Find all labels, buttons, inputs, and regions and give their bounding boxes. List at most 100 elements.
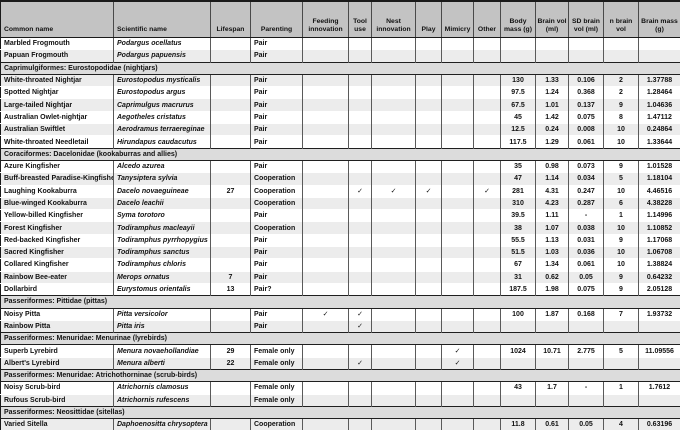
cell-body_mass — [500, 356, 536, 370]
section-row: Caprimulgiformes: Eurostopodidae (nightj… — [0, 61, 680, 75]
cell-sd_brain_vol — [568, 356, 604, 370]
section-label: Passeriformes: Pittidae (pittas) — [0, 295, 680, 309]
cell-mimicry — [441, 319, 474, 333]
cell-feeding — [302, 246, 349, 259]
cell-play — [415, 221, 442, 235]
cell-brain_mass — [638, 49, 680, 63]
cell-common-name: Sacred Kingfisher — [0, 246, 114, 259]
cell-other — [473, 344, 501, 358]
cell-feeding — [302, 73, 349, 87]
cell-tool — [348, 258, 372, 272]
cell-body_mass: 35 — [500, 159, 536, 173]
cell-body_mass: 39.5 — [500, 209, 536, 222]
cell-brain_mass — [638, 36, 680, 50]
cell-common-name: Azure Kingfisher — [0, 159, 114, 173]
cell-brain_mass: 1.17068 — [638, 233, 680, 247]
cell-nest — [371, 418, 416, 430]
cell-nest — [371, 110, 416, 124]
cell-body_mass: 187.5 — [500, 282, 536, 296]
cell-tool — [348, 110, 372, 124]
cell-lifespan — [210, 393, 251, 407]
cell-body_mass: 47 — [500, 172, 536, 186]
cell-common-name: Superb Lyrebird — [0, 344, 114, 358]
cell-body_mass: 51.5 — [500, 246, 536, 259]
cell-body_mass: 67.5 — [500, 98, 536, 112]
cell-body_mass — [500, 49, 536, 63]
cell-sd_brain_vol: - — [568, 381, 604, 395]
cell-brain_vol: 1.42 — [535, 110, 569, 124]
cell-parenting: Female only — [250, 344, 303, 358]
cell-sd_brain_vol: 0.05 — [568, 418, 604, 430]
cell-mimicry — [441, 49, 474, 63]
cell-brain_vol: 1.07 — [535, 221, 569, 235]
cell-nest — [371, 98, 416, 112]
cell-lifespan — [210, 221, 251, 235]
cell-scientific-name: Daphoenositta chrysoptera — [113, 418, 211, 430]
cell-brain_vol: 1.13 — [535, 233, 569, 247]
cell-mimicry — [441, 184, 474, 198]
cell-feeding — [302, 270, 349, 284]
table-row: Superb Lyrebird Menura novaehollandiae 29 F… — [0, 344, 680, 358]
cell-tool-checkmark-icon: ✓ — [348, 319, 372, 333]
table-row: Varied Sitella Daphoenositta chrysoptera C… — [0, 418, 680, 430]
cell-lifespan — [210, 98, 251, 112]
cell-brain_vol: 1.7 — [535, 381, 569, 395]
table-row: Yellow-billed Kingfisher Syma torotoro Pai… — [0, 209, 680, 222]
cell-n_brain_vol — [603, 356, 639, 370]
cell-lifespan: 22 — [210, 356, 251, 370]
cell-tool — [348, 123, 372, 136]
cell-common-name: Laughing Kookaburra — [0, 184, 114, 198]
header-row: Common name Scientific name Lifespan Parent… — [0, 1, 680, 38]
cell-n_brain_vol: 10 — [603, 184, 639, 198]
table-row: Sacred Kingfisher Todiramphus sanctus Pair… — [0, 246, 680, 259]
cell-scientific-name: Pitta versicolor — [113, 307, 211, 321]
cell-nest — [371, 123, 416, 136]
cell-scientific-name: Atrichornis clamosus — [113, 381, 211, 395]
cell-parenting: Pair — [250, 246, 303, 259]
cell-play — [415, 319, 442, 333]
column-header-body_mass: Body mass (g) — [500, 1, 536, 38]
cell-scientific-name: Atrichornis rufescens — [113, 393, 211, 407]
cell-parenting: Female only — [250, 393, 303, 407]
cell-parenting: Pair — [250, 110, 303, 124]
cell-play — [415, 258, 442, 272]
cell-brain_vol: 4.31 — [535, 184, 569, 198]
cell-nest — [371, 393, 416, 407]
cell-lifespan: 7 — [210, 270, 251, 284]
cell-parenting: Pair — [250, 73, 303, 87]
cell-parenting: Cooperation — [250, 172, 303, 186]
cell-common-name: Yellow-billed Kingfisher — [0, 209, 114, 222]
cell-scientific-name: Dacelo leachii — [113, 196, 211, 210]
cell-mimicry — [441, 196, 474, 210]
table-row: Australian Owlet-nightjar Aegotheles cris… — [0, 110, 680, 124]
cell-other — [473, 356, 501, 370]
cell-nest — [371, 381, 416, 395]
cell-body_mass: 130 — [500, 73, 536, 87]
cell-feeding — [302, 233, 349, 247]
cell-parenting: Pair — [250, 36, 303, 50]
cell-common-name: Red-backed Kingfisher — [0, 233, 114, 247]
section-label: Passeriformes: Neosittidae (sitellas) — [0, 405, 680, 420]
cell-lifespan — [210, 73, 251, 87]
cell-scientific-name: Aerodramus terraereginae — [113, 123, 211, 136]
cell-brain_vol: 10.71 — [535, 344, 569, 358]
table-row: Collared Kingfisher Todiramphus chloris Pa… — [0, 258, 680, 272]
cell-brain_mass — [638, 319, 680, 333]
cell-n_brain_vol: 10 — [603, 258, 639, 272]
cell-lifespan — [210, 307, 251, 321]
cell-parenting: Pair — [250, 159, 303, 173]
cell-scientific-name: Eurostopodus mysticalis — [113, 73, 211, 87]
cell-body_mass — [500, 36, 536, 50]
cell-brain_mass: 0.64232 — [638, 270, 680, 284]
cell-feeding — [302, 209, 349, 222]
cell-parenting: Pair — [250, 319, 303, 333]
cell-n_brain_vol: 7 — [603, 307, 639, 321]
cell-tool — [348, 209, 372, 222]
cell-brain_mass: 1.18104 — [638, 172, 680, 186]
cell-lifespan — [210, 135, 251, 149]
cell-mimicry — [441, 418, 474, 430]
cell-body_mass: 43 — [500, 381, 536, 395]
cell-sd_brain_vol: 0.038 — [568, 221, 604, 235]
cell-nest — [371, 344, 416, 358]
cell-other — [473, 246, 501, 259]
